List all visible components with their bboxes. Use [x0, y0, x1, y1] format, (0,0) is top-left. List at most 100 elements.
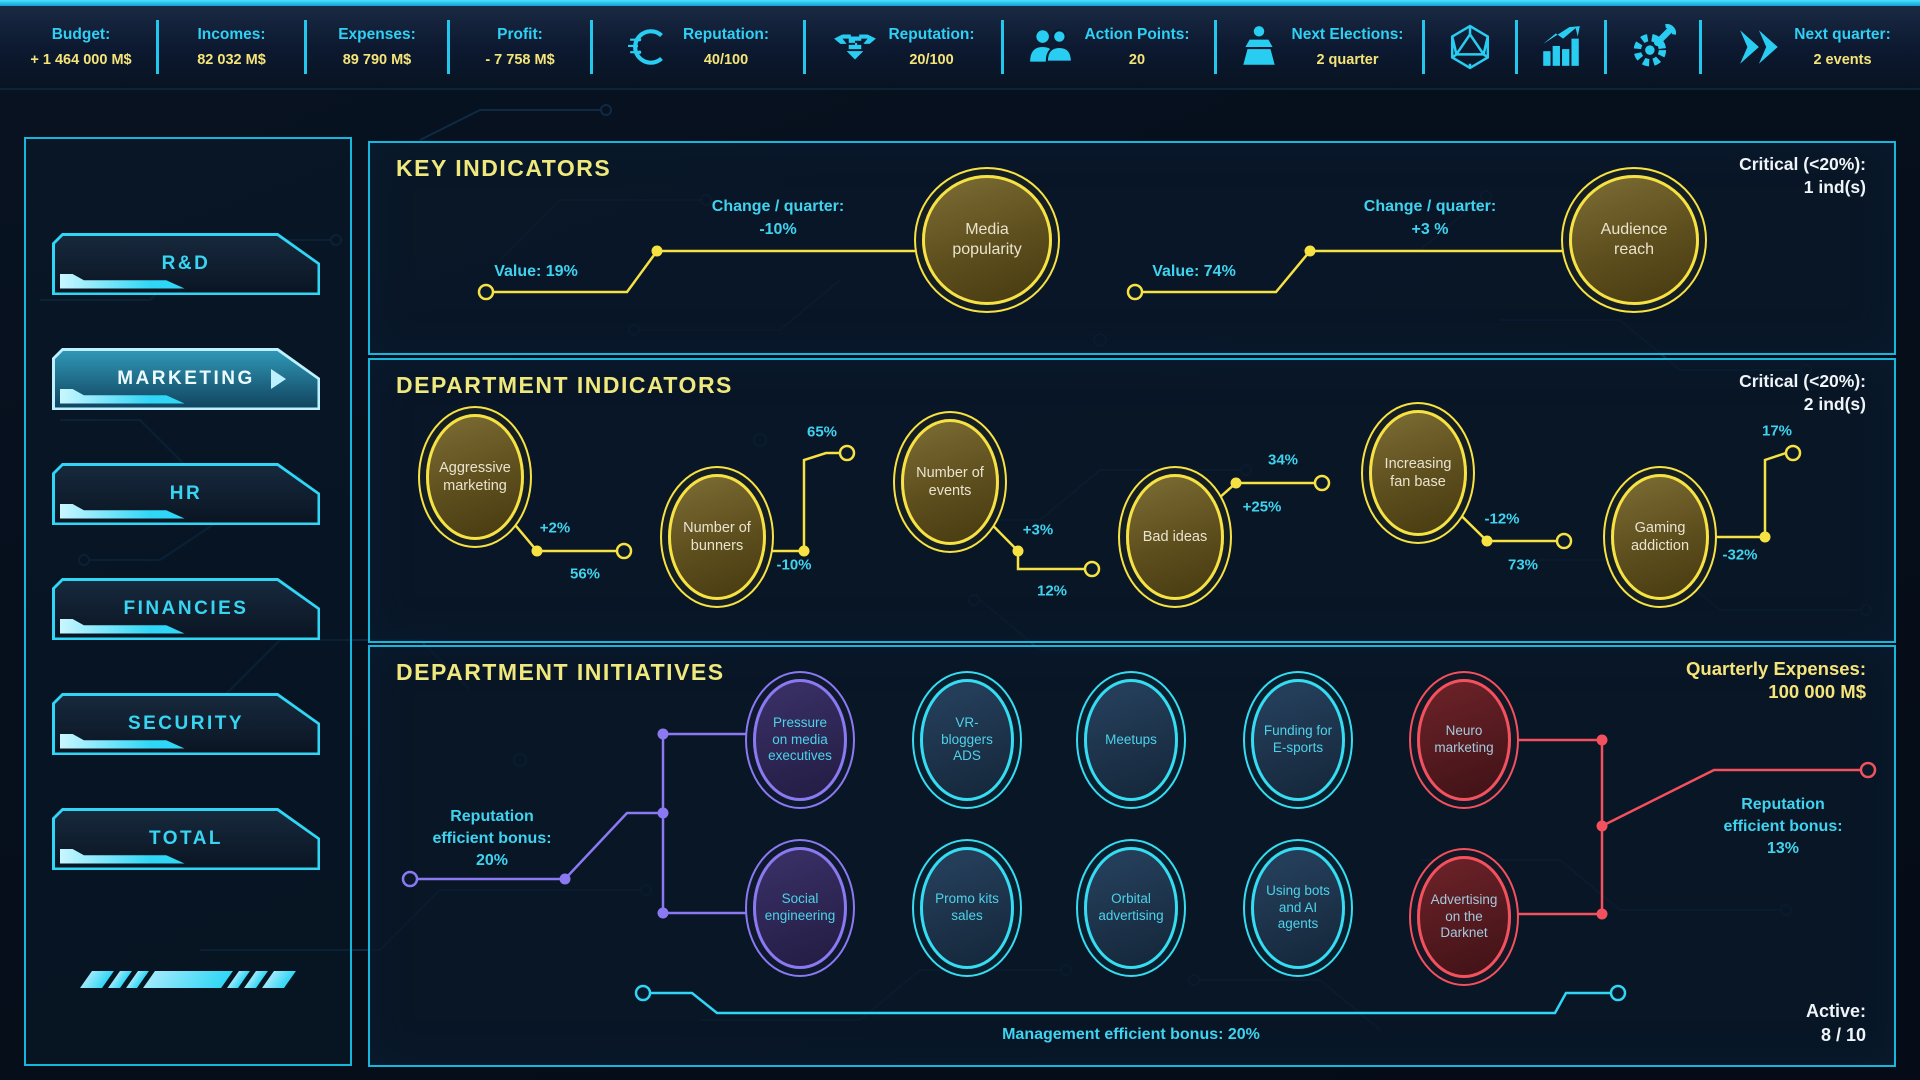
- button-accent-stripe: [60, 389, 213, 404]
- stat-expenses: Expenses: 89 790 M$: [307, 26, 447, 68]
- reputation-bonus-left-label: Reputation efficient bonus: 20%: [432, 808, 552, 869]
- stat-action-points: Action Points: 20: [1004, 24, 1214, 70]
- indicator-change: -12%: [1484, 510, 1520, 528]
- top-status-bar: Budget: + 1 464 000 M$ Incomes: 82 032 M…: [0, 0, 1920, 90]
- indicator-change: -10%: [776, 556, 812, 574]
- stat-value: 20/100: [909, 52, 954, 68]
- sidebar-item-label: TOTAL: [148, 828, 224, 849]
- department-indicator-node: Number of bunners: [668, 474, 766, 600]
- initiative-node[interactable]: VR-bloggers ADS: [920, 679, 1014, 801]
- department-indicator-node: Number of events: [901, 419, 999, 545]
- next-quarter-value: 2 events: [1813, 52, 1872, 68]
- currency-coin-icon: [627, 29, 663, 65]
- sidebar-item-label: SECURITY: [127, 713, 245, 734]
- stat-reputation-corp: Reputation: 20/100: [806, 24, 1001, 70]
- reputation-bonus-right-label: Reputation efficient bonus: 13%: [1723, 796, 1843, 857]
- gear-wrench-icon: [1633, 24, 1676, 67]
- critical-counter: Critical (<20%): 2 ind(s): [1739, 370, 1866, 416]
- initiative-node[interactable]: Social engineering: [753, 847, 847, 969]
- key-indicator-node: Audience reach: [1569, 175, 1699, 305]
- indicator-change: -32%: [1722, 546, 1758, 564]
- button-accent-stripe: [60, 274, 213, 289]
- initiative-node[interactable]: Orbital advertising: [1084, 847, 1178, 969]
- stat-label: Profit:: [497, 26, 543, 43]
- button-accent-stripe: [60, 734, 213, 749]
- divider: [156, 20, 159, 74]
- divider: [1001, 20, 1004, 74]
- indicator-value-label: Value: 74%: [1152, 263, 1236, 280]
- sidebar-item-total[interactable]: TOTAL: [52, 808, 320, 870]
- initiative-node[interactable]: Funding for E-sports: [1251, 679, 1345, 801]
- divider: [1515, 20, 1518, 74]
- button-accent-stripe: [60, 619, 213, 634]
- next-quarter-button[interactable]: Next quarter: 2 events: [1702, 24, 1920, 70]
- key-indicator-node: Media popularity: [922, 175, 1052, 305]
- settings-button[interactable]: [1607, 24, 1699, 70]
- indicator-change-label: Change / quarter:: [711, 198, 845, 215]
- initiative-node[interactable]: Using bots and AI agents: [1251, 847, 1345, 969]
- stat-label: Incomes:: [197, 26, 266, 43]
- stat-label: Budget:: [51, 26, 111, 43]
- indicator-change: +25%: [1242, 498, 1282, 516]
- indicator-value: 73%: [1507, 556, 1539, 574]
- department-initiatives-panel: DEPARTMENT INITIATIVES Quarterly Expense…: [368, 645, 1896, 1067]
- random-event-dice-button[interactable]: [1425, 24, 1515, 70]
- stat-label: Next Elections:: [1291, 26, 1404, 43]
- sidebar-item-security[interactable]: SECURITY: [52, 693, 320, 755]
- button-accent-stripe: [60, 849, 213, 864]
- initiative-node[interactable]: Neuro marketing: [1417, 679, 1511, 801]
- initiative-node[interactable]: Promo kits sales: [920, 847, 1014, 969]
- quarterly-expenses-value: 100 000 M$: [1768, 681, 1866, 702]
- divider: [1699, 20, 1702, 74]
- indicator-value: 56%: [569, 565, 601, 583]
- stat-value: 20: [1128, 52, 1146, 68]
- indicator-value: 17%: [1761, 422, 1793, 440]
- sidebar-item-label: MARKETING: [117, 368, 255, 389]
- indicator-value: 12%: [1036, 582, 1068, 600]
- initiative-node[interactable]: Pressure on media executives: [753, 679, 847, 801]
- initiative-node[interactable]: Advertising on the Darknet: [1417, 856, 1511, 978]
- critical-label: Critical (<20%):: [1739, 371, 1866, 391]
- stat-value: 82 032 M$: [197, 52, 266, 68]
- critical-counter: Critical (<20%): 1 ind(s): [1739, 153, 1866, 199]
- quarterly-expenses: Quarterly Expenses: 100 000 M$: [1686, 657, 1866, 703]
- divider: [803, 20, 806, 74]
- department-sidebar: R&D MARKETING HR FINANCIES SECURITY TOTA…: [24, 137, 352, 1066]
- button-accent-stripe: [60, 504, 213, 519]
- stat-next-elections: Next Elections: 2 quarter: [1217, 24, 1422, 70]
- stat-budget: Budget: + 1 464 000 M$: [6, 26, 156, 68]
- panel-title: KEY INDICATORS: [396, 155, 612, 181]
- sidebar-item-label: FINANCIES: [123, 598, 249, 619]
- divider: [590, 20, 593, 74]
- divider: [1214, 20, 1217, 74]
- sidebar-item-hr[interactable]: HR: [52, 463, 320, 525]
- sidebar-item-financies[interactable]: FINANCIES: [52, 578, 320, 640]
- sidebar-item-rnd[interactable]: R&D: [52, 233, 320, 295]
- fast-forward-icon: [1740, 30, 1778, 64]
- stat-label: Reputation:: [682, 26, 770, 43]
- department-indicator-node: Bad ideas: [1126, 474, 1224, 600]
- indicator-change: +3%: [1022, 521, 1054, 539]
- divider: [447, 20, 450, 74]
- critical-label: Critical (<20%):: [1739, 154, 1866, 174]
- stat-label: Expenses:: [338, 26, 416, 43]
- statistics-button[interactable]: [1518, 24, 1604, 70]
- initiative-node[interactable]: Meetups: [1084, 679, 1178, 801]
- indicator-change-value: -10%: [759, 221, 797, 238]
- active-counter: Active: 8 / 10: [1806, 999, 1866, 1047]
- next-quarter-label: Next quarter:: [1794, 26, 1891, 43]
- indicator-change-value: +3 %: [1411, 221, 1449, 238]
- cts-shield-icon: [834, 34, 877, 60]
- management-bonus-label: Management efficient bonus: 20%: [1002, 1026, 1260, 1043]
- department-indicator-node: Aggressive marketing: [426, 414, 524, 540]
- stat-reputation-currency: Reputation: 40/100: [593, 24, 803, 70]
- stat-value: 2 quarter: [1316, 52, 1379, 68]
- podium-icon: [1242, 26, 1275, 65]
- department-indicator-node: Gaming addiction: [1611, 474, 1709, 600]
- indicator-value-label: Value: 19%: [494, 263, 578, 280]
- active-marker-icon: [271, 369, 286, 389]
- sidebar-item-label: R&D: [161, 253, 211, 274]
- sidebar-item-marketing[interactable]: MARKETING: [52, 348, 320, 410]
- sidebar-item-label: HR: [169, 483, 203, 504]
- panel-title: DEPARTMENT INDICATORS: [396, 372, 733, 398]
